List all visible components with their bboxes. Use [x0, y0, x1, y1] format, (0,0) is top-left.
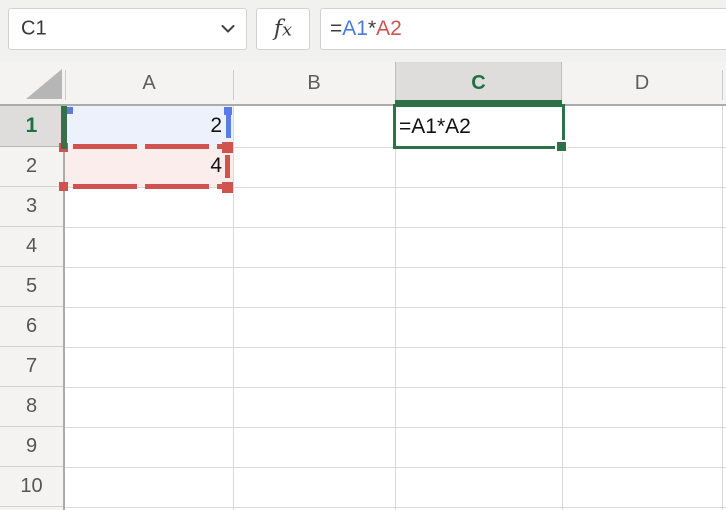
formula-text: =A1*A2: [330, 17, 402, 41]
gridline: [722, 106, 723, 510]
row-header-1-active[interactable]: 1: [0, 106, 63, 147]
red-reference-border: [73, 184, 223, 189]
blue-reference-handle[interactable]: [224, 107, 232, 115]
cell-a2-value: 4: [210, 154, 222, 177]
fill-handle[interactable]: [557, 142, 566, 151]
blue-reference-border: [226, 115, 231, 138]
gridline: [65, 227, 726, 228]
select-all-button[interactable]: [0, 62, 65, 104]
blue-reference-handle[interactable]: [66, 107, 73, 114]
gridline: [65, 267, 726, 268]
row-header-3[interactable]: 3: [0, 187, 63, 227]
red-reference-handle[interactable]: [222, 142, 233, 153]
formula-token-ref-a1: A1: [342, 17, 368, 40]
column-header-d[interactable]: D: [634, 71, 650, 94]
column-header-c-active[interactable]: C: [395, 62, 562, 104]
red-reference-handle[interactable]: [222, 182, 233, 193]
cell-c1-active[interactable]: =A1*A2: [393, 104, 565, 149]
gridline: [65, 187, 726, 188]
gridline: [65, 507, 726, 508]
row-header-column: 1 2 3 4 5 6 7 8 9 10: [0, 106, 65, 510]
header-divider: [233, 70, 234, 100]
select-all-triangle-icon: [26, 69, 62, 99]
row-header-10[interactable]: 10: [0, 467, 63, 507]
red-reference-handle[interactable]: [59, 182, 68, 191]
gridline: [65, 467, 726, 468]
chevron-down-icon[interactable]: [221, 25, 235, 33]
row-header-8[interactable]: 8: [0, 387, 63, 427]
cell-a1[interactable]: 2: [65, 106, 233, 147]
active-row-accent: [61, 106, 67, 149]
row-header-9[interactable]: 9: [0, 427, 63, 467]
red-reference-border: [73, 144, 223, 149]
formula-token-ref-a2: A2: [376, 17, 402, 40]
name-box-value: C1: [21, 17, 47, 40]
sheet-grid[interactable]: 2 4 =A1*A2: [59, 104, 726, 510]
column-header-b[interactable]: B: [307, 71, 321, 94]
formula-bar-input[interactable]: =A1*A2: [320, 8, 726, 50]
red-reference-border: [225, 155, 230, 178]
header-divider: [722, 70, 723, 100]
cell-a2[interactable]: 4: [65, 147, 233, 187]
gridline: [233, 106, 234, 510]
column-header-row: A B C D: [0, 62, 726, 106]
gridline: [65, 427, 726, 428]
formula-token-operator: *: [367, 17, 377, 40]
gridline: [395, 106, 396, 510]
row-header-5[interactable]: 5: [0, 267, 63, 307]
cell-c1-value: =A1*A2: [399, 114, 471, 138]
cell-a1-value: 2: [210, 114, 222, 137]
active-column-accent: [395, 100, 562, 104]
fx-icon: fx: [273, 16, 293, 42]
gridline: [65, 347, 726, 348]
column-header-a[interactable]: A: [142, 71, 156, 94]
formula-toolbar: C1 fx =A1*A2: [0, 0, 726, 62]
formula-token-equals: =: [330, 17, 343, 40]
gridline: [65, 307, 726, 308]
gridline: [65, 387, 726, 388]
name-box[interactable]: C1: [8, 8, 247, 50]
row-header-2[interactable]: 2: [0, 147, 63, 187]
header-divider: [65, 70, 66, 100]
gridline: [562, 106, 563, 510]
insert-function-button[interactable]: fx: [256, 8, 310, 50]
row-header-6[interactable]: 6: [0, 307, 63, 347]
row-header-7[interactable]: 7: [0, 347, 63, 387]
row-header-4[interactable]: 4: [0, 227, 63, 267]
